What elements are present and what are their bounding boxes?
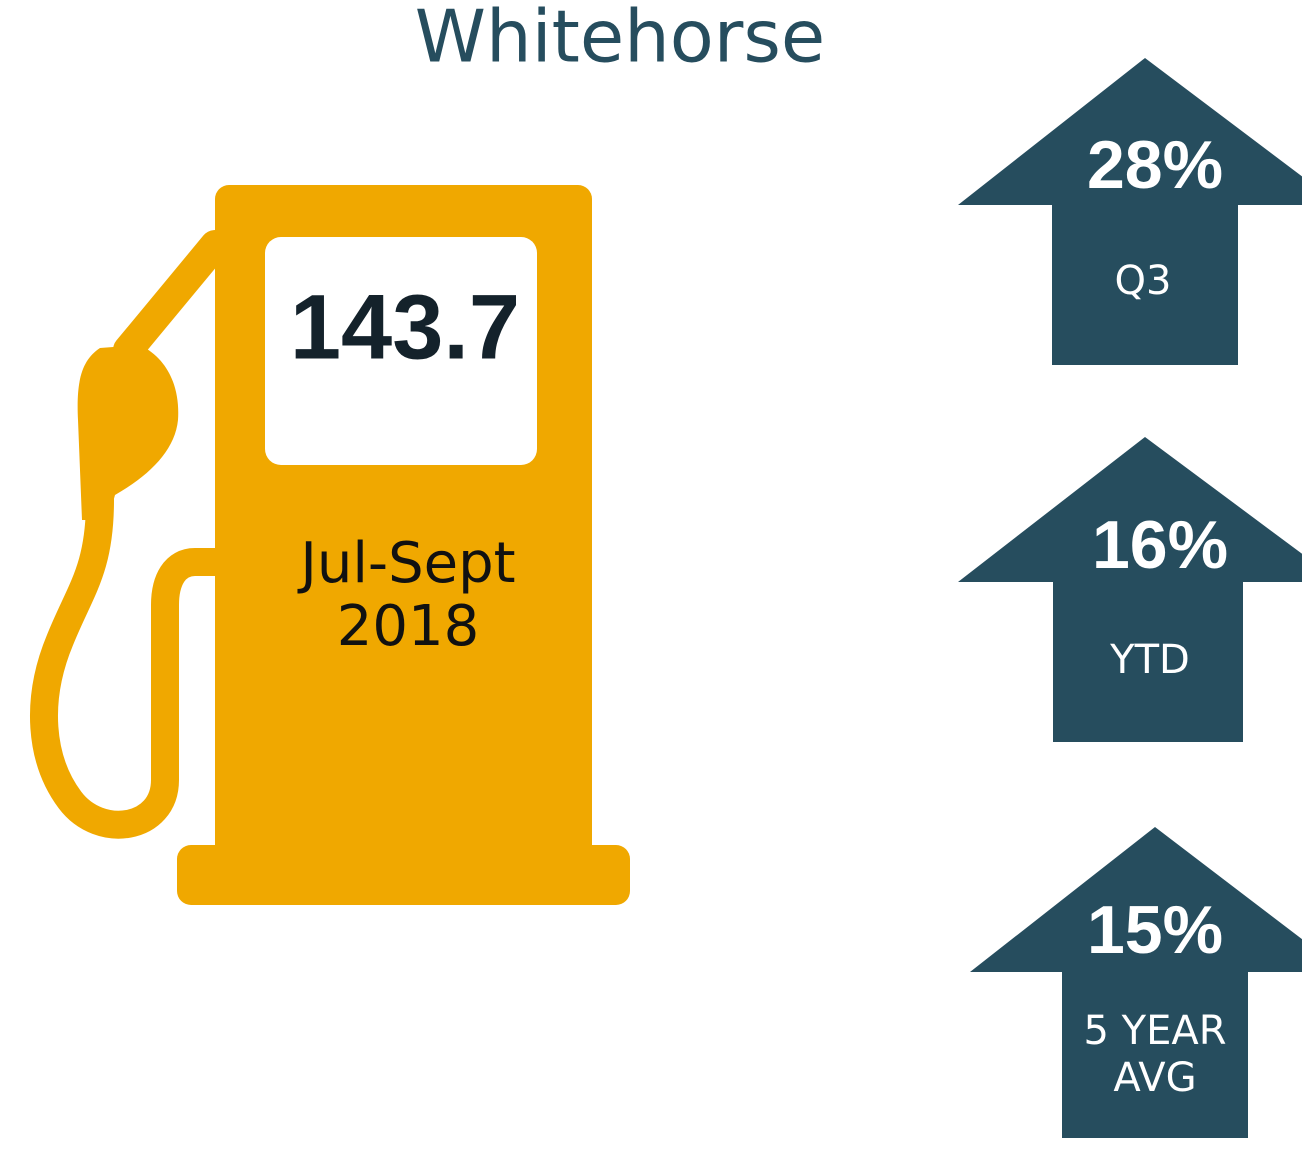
hose bbox=[30, 486, 229, 839]
pump-screen bbox=[265, 237, 537, 465]
period-line: 2018 bbox=[337, 594, 480, 659]
pump-base bbox=[177, 845, 630, 905]
arrow-label: Q3 bbox=[1115, 258, 1172, 304]
arrow-label: YTD bbox=[1109, 637, 1190, 683]
nozzle bbox=[77, 345, 179, 520]
arrow-value: 15% bbox=[1087, 892, 1223, 968]
period-line: Jul-Sept bbox=[297, 531, 515, 596]
arrow-label: AVG bbox=[1113, 1055, 1196, 1101]
arrow bbox=[958, 437, 1302, 742]
title: Whitehorse bbox=[415, 0, 825, 79]
arrow-label: 5 YEAR bbox=[1083, 1008, 1226, 1054]
arrow bbox=[970, 827, 1302, 1138]
price: 143.7 bbox=[290, 276, 520, 378]
arrow-value: 16% bbox=[1092, 507, 1228, 583]
fuel-pump bbox=[30, 185, 630, 905]
arrow-value: 28% bbox=[1087, 127, 1223, 203]
arrow bbox=[958, 58, 1302, 365]
nozzle-arm bbox=[113, 230, 230, 365]
